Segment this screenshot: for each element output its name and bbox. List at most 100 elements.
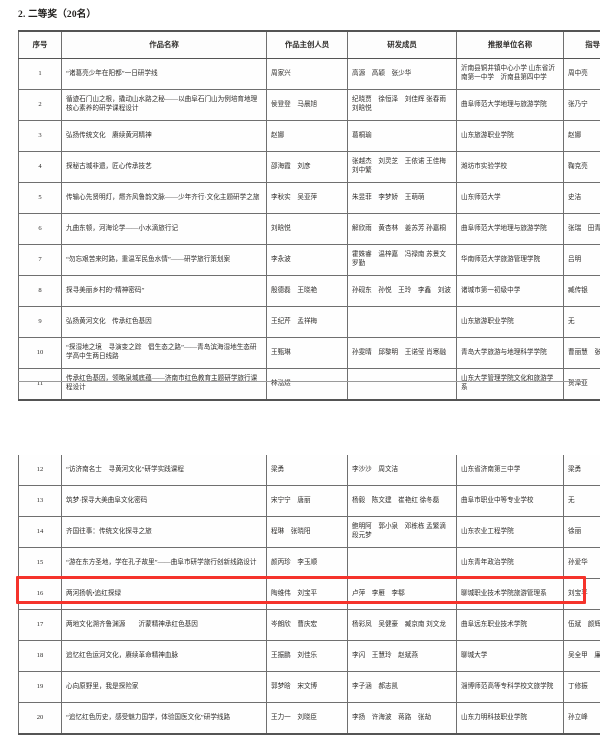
cell-creators: 李永波 xyxy=(267,245,348,276)
cell-developers: 李闪 王慧玲 赵斌燕 xyxy=(348,641,457,672)
table-row: 5 传输心先贤明灯，燃齐风鲁韵文脉——少年齐行·文化主题研学之旅 李秋实 吴亚萍… xyxy=(19,183,600,214)
cell-developers: 鲍明阿 郭小泉 邓栋栋 孟繁滴 段元梦 xyxy=(348,517,457,548)
cell-teacher: 周中亮 xyxy=(564,59,600,90)
cell-creators: 程琳 张晓阳 xyxy=(267,517,348,548)
cell-work-name: 两地文化溯齐鲁渊源 沂蒙精神承红色基因 xyxy=(62,610,267,641)
cell-index: 8 xyxy=(19,276,62,307)
table-row: 11 传承红色基因，领略泉城底蕴——济南市红色教育主题研学旅行课程设计 林泓煜 … xyxy=(19,369,600,401)
cell-developers: 葛桐瑜 xyxy=(348,121,457,152)
cell-creators: 刘晗悦 xyxy=(267,214,348,245)
cell-teacher: 伍斌 颜辉 xyxy=(564,610,600,641)
cell-unit: 华南师范大学旅游管理学院 xyxy=(457,245,564,276)
cell-unit: 山东力明科技职业学院 xyxy=(457,703,564,735)
cell-unit: 曲阜师范大学地理与旅游学院 xyxy=(457,90,564,121)
cell-teacher: 赵娜 xyxy=(564,121,600,152)
cell-creators: 邵海霞 刘彦 xyxy=(267,152,348,183)
cell-creators: 赵娜 xyxy=(267,121,348,152)
table-body-part-1: 1 “诸葛亮少年在阳都”一日研学线 周家兴 高源 高颖 张少华 沂南县铜井镇中心… xyxy=(19,59,600,401)
cell-creators: 陶维伟 刘宝平 xyxy=(267,579,348,610)
cell-unit: 山东师范大学 xyxy=(457,183,564,214)
cell-developers xyxy=(348,369,457,401)
cell-index: 1 xyxy=(19,59,62,90)
cell-developers xyxy=(348,548,457,579)
cell-developers: 朱昱菲 李梦娇 王萌萌 xyxy=(348,183,457,214)
cell-creators: 王力一 刘晓臣 xyxy=(267,703,348,735)
cell-unit: 山东农业工程学院 xyxy=(457,517,564,548)
cell-developers: 纪晓贾 徐恒泽 刘佳辉 张春雨 刘晗悦 xyxy=(348,90,457,121)
cell-unit: 聊城大学 xyxy=(457,641,564,672)
cell-teacher: 鞠克亮 xyxy=(564,152,600,183)
cell-unit: 山东旅游职业学院 xyxy=(457,121,564,152)
cell-creators: 宋宁宁 唐丽 xyxy=(267,486,348,517)
table-row: 13 筑梦·探寻大美曲阜文化密码 宋宁宁 唐丽 杨毅 陈文建 崔艳红 徐冬磊 曲… xyxy=(19,486,600,517)
table-row: 18 追忆红色运河文化，赓续革命精神血脉 王振鹏 刘佳乐 李闪 王慧玲 赵斌燕 … xyxy=(19,641,600,672)
header-teacher: 指导老师 xyxy=(564,31,600,59)
cell-developers: 孙雯晴 邱黎明 王诺莹 肖寒融 xyxy=(348,338,457,369)
cell-index: 9 xyxy=(19,307,62,338)
cell-unit: 淄博师范高等专科学校文旅学院 xyxy=(457,672,564,703)
cell-index: 13 xyxy=(19,486,62,517)
cell-teacher: 孙爱华 xyxy=(564,548,600,579)
cell-work-name: 探寻美丽乡村的“精神密码” xyxy=(62,276,267,307)
cell-unit: 曲阜远东职业技术学院 xyxy=(457,610,564,641)
table-row: 19 心向原野里，我是探险家 郭梦晗 宋文博 李子涵 郝志凯 淄博师范高等专科学… xyxy=(19,672,600,703)
cell-work-name: “探湿地之境 寻演变之踪 倡生态之路”——青岛滨海湿地生态研学高中生两日线路 xyxy=(62,338,267,369)
cell-developers: 张越杰 刘灵芝 王依诺 王佳梅 刘中繁 xyxy=(348,152,457,183)
cell-creators: 殷德磊 王晓艳 xyxy=(267,276,348,307)
table-row: 9 弘扬黄河文化 传承红色基因 王纪芹 孟祥梅 山东旅游职业学院 无 xyxy=(19,307,600,338)
cell-teacher: 史洁 xyxy=(564,183,600,214)
cell-teacher: 刘宝平 xyxy=(564,579,600,610)
cell-index: 18 xyxy=(19,641,62,672)
header-work-name: 作品名称 xyxy=(62,31,267,59)
page-break-rule xyxy=(18,381,584,382)
table-row: 12 “访济南名士 寻黄河文化”研学实践课程 梁勇 李沙沙 周文洁 山东省济南第… xyxy=(19,455,600,486)
table-row: 20 “追忆红色历史，感受魅力国学，体验国医文化”研学线路 王力一 刘晓臣 李扬… xyxy=(19,703,600,735)
cell-teacher: 无 xyxy=(564,486,600,517)
cell-index: 14 xyxy=(19,517,62,548)
cell-unit: 山东省济南第三中学 xyxy=(457,455,564,486)
cell-teacher: 孙立峰 xyxy=(564,703,600,735)
cell-teacher: 张乃宁 xyxy=(564,90,600,121)
table-row: 1 “诸葛亮少年在阳都”一日研学线 周家兴 高源 高颖 张少华 沂南县铜井镇中心… xyxy=(19,59,600,90)
cell-creators: 王甄琳 xyxy=(267,338,348,369)
cell-unit: 潍坊市实验学校 xyxy=(457,152,564,183)
cell-teacher: 徐丽 xyxy=(564,517,600,548)
cell-index: 2 xyxy=(19,90,62,121)
cell-unit: 曲阜师范大学地理与旅游学院 xyxy=(457,214,564,245)
cell-developers: 李沙沙 周文洁 xyxy=(348,455,457,486)
cell-developers: 解欣雨 黄杏林 姜苏芳 孙嘉桐 xyxy=(348,214,457,245)
table-row: 3 弘扬传统文化 赓续黄河精神 赵娜 葛桐瑜 山东旅游职业学院 赵娜 xyxy=(19,121,600,152)
cell-developers: 卢萍 李雁 李郗 xyxy=(348,579,457,610)
table-row: 10 “探湿地之境 寻演变之踪 倡生态之路”——青岛滨海湿地生态研学高中生两日线… xyxy=(19,338,600,369)
cell-index: 17 xyxy=(19,610,62,641)
cell-index: 10 xyxy=(19,338,62,369)
cell-developers: 孙砚东 孙悦 王玲 李鑫 刘波 xyxy=(348,276,457,307)
cell-developers: 李扬 许海波 蒋路 张劫 xyxy=(348,703,457,735)
table-row: 14 齐国往事：传统文化探寻之旅 程琳 张晓阳 鲍明阿 郭小泉 邓栋栋 孟繁滴 … xyxy=(19,517,600,548)
cell-teacher: 无 xyxy=(564,307,600,338)
cell-work-name: “诸葛亮少年在阳都”一日研学线 xyxy=(62,59,267,90)
awards-table-part-1: 序号 作品名称 作品主创人员 研发成员 推报单位名称 指导老师 1 “诸葛亮少年… xyxy=(18,30,584,401)
table-row: 6 九曲东顿，河海论学——小水滴旅行记 刘晗悦 解欣雨 黄杏林 姜苏芳 孙嘉桐 … xyxy=(19,214,600,245)
cell-work-name: 心向原野里，我是探险家 xyxy=(62,672,267,703)
header-row: 序号 作品名称 作品主创人员 研发成员 推报单位名称 指导老师 xyxy=(19,31,600,59)
cell-unit: 青岛大学旅游与地理科学学院 xyxy=(457,338,564,369)
cell-index: 7 xyxy=(19,245,62,276)
cell-index: 3 xyxy=(19,121,62,152)
cell-creators: 岑朗欣 曹庆宏 xyxy=(267,610,348,641)
cell-teacher: 梁勇 xyxy=(564,455,600,486)
header-index: 序号 xyxy=(19,31,62,59)
cell-teacher: 丁修振 xyxy=(564,672,600,703)
table-row-highlighted: 16 两河扬帆•追红探绿 陶维伟 刘宝平 卢萍 李雁 李郗 聊城职业技术学院旅游… xyxy=(19,579,600,610)
cell-index: 6 xyxy=(19,214,62,245)
cell-developers: 杨彩凤 吴健豪 臧京南 刘文龙 xyxy=(348,610,457,641)
cell-creators: 梁勇 xyxy=(267,455,348,486)
awards-table-part-2: 12 “访济南名士 寻黄河文化”研学实践课程 梁勇 李沙沙 周文洁 山东省济南第… xyxy=(18,455,584,735)
table-header: 序号 作品名称 作品主创人员 研发成员 推报单位名称 指导老师 xyxy=(19,31,600,59)
cell-creators: 颜丙珍 李玉顺 xyxy=(267,548,348,579)
header-unit: 推报单位名称 xyxy=(457,31,564,59)
table-row: 15 “游在东方圣地，学在孔子故里”——曲阜市研学旅行创新线路设计 颜丙珍 李玉… xyxy=(19,548,600,579)
cell-work-name: 两河扬帆•追红探绿 xyxy=(62,579,267,610)
cell-unit: 聊城职业技术学院旅游管理系 xyxy=(457,579,564,610)
